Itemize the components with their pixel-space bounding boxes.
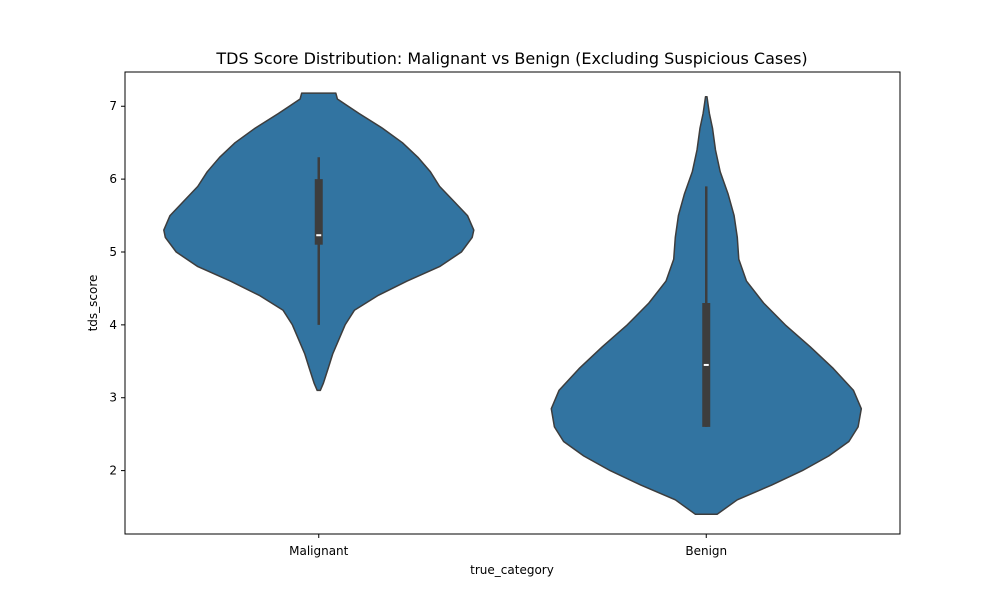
y-axis-label: tds_score	[86, 275, 100, 332]
x-axis: Malignant Benign	[289, 534, 727, 558]
iqr-box-malignant	[314, 179, 323, 245]
plot-area	[163, 92, 863, 516]
y-axis: 2 3 4 5 6 7	[109, 99, 125, 478]
y-tick-label: 6	[109, 172, 117, 186]
y-tick-label: 4	[109, 318, 117, 332]
y-tick-label: 7	[109, 99, 117, 113]
x-tick-label: Malignant	[289, 544, 349, 558]
chart-title: TDS Score Distribution: Malignant vs Ben…	[215, 49, 807, 68]
x-axis-label: true_category	[470, 563, 554, 577]
y-tick-label: 3	[109, 391, 117, 405]
y-tick-label: 2	[109, 464, 117, 478]
plot-frame	[124, 71, 901, 535]
y-tick-label: 5	[109, 245, 117, 259]
x-tick-label: Benign	[685, 544, 727, 558]
